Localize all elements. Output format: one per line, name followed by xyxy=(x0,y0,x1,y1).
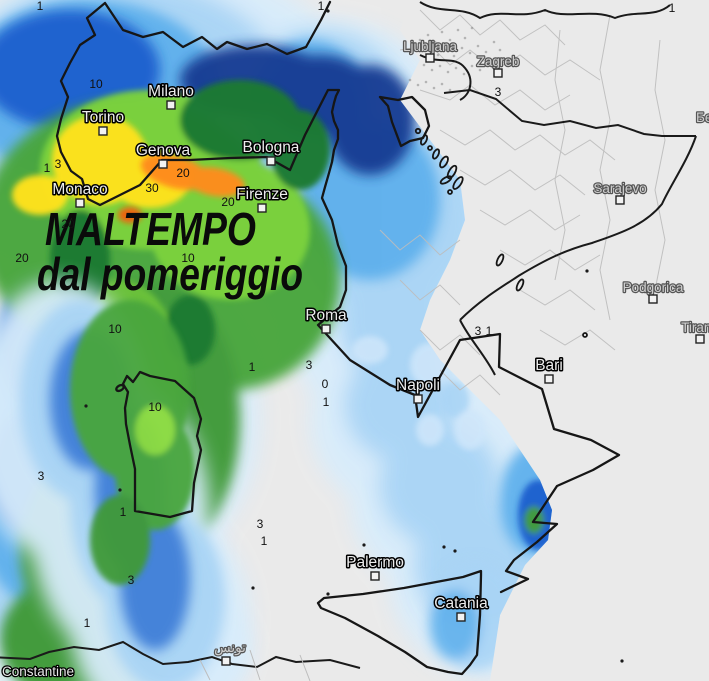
svg-text:3: 3 xyxy=(55,157,62,171)
svg-text:Sarajevo: Sarajevo xyxy=(593,181,646,196)
svg-text:Roma: Roma xyxy=(305,307,347,324)
svg-text:Бео: Бео xyxy=(696,110,709,125)
svg-text:1: 1 xyxy=(37,0,44,13)
svg-text:10: 10 xyxy=(181,251,195,265)
svg-text:20: 20 xyxy=(176,166,190,180)
svg-text:Tirane: Tirane xyxy=(681,320,709,335)
svg-text:Bari: Bari xyxy=(535,357,563,374)
svg-text:Podgorica: Podgorica xyxy=(623,280,684,295)
svg-text:Palermo: Palermo xyxy=(346,554,404,571)
svg-text:1: 1 xyxy=(261,534,268,548)
svg-text:Constantine: Constantine xyxy=(2,664,74,679)
svg-text:Torino: Torino xyxy=(82,109,124,126)
svg-text:Ljubljana: Ljubljana xyxy=(403,39,458,54)
svg-text:3: 3 xyxy=(475,324,482,338)
svg-text:1: 1 xyxy=(120,505,127,519)
svg-text:10: 10 xyxy=(108,322,122,336)
svg-text:10: 10 xyxy=(148,400,162,414)
svg-text:Zagreb: Zagreb xyxy=(477,54,520,69)
svg-text:1: 1 xyxy=(323,395,330,409)
svg-text:20: 20 xyxy=(15,251,29,265)
svg-text:30: 30 xyxy=(145,181,159,195)
svg-text:10: 10 xyxy=(89,77,103,91)
svg-text:dal pomeriggio: dal pomeriggio xyxy=(37,248,303,300)
svg-text:1: 1 xyxy=(84,616,91,630)
svg-text:3: 3 xyxy=(306,358,313,372)
svg-text:Catania: Catania xyxy=(434,595,488,612)
svg-text:0: 0 xyxy=(322,377,329,391)
svg-text:3: 3 xyxy=(257,517,264,531)
svg-text:Napoli: Napoli xyxy=(396,377,440,394)
svg-text:20: 20 xyxy=(221,195,235,209)
svg-text:1: 1 xyxy=(44,161,51,175)
svg-text:Firenze: Firenze xyxy=(236,186,288,203)
svg-text:1: 1 xyxy=(669,1,676,15)
svg-text:1: 1 xyxy=(318,0,325,13)
svg-text:Milano: Milano xyxy=(148,83,194,100)
svg-text:Bologna: Bologna xyxy=(243,139,300,156)
svg-text:1: 1 xyxy=(486,324,493,338)
svg-text:20: 20 xyxy=(61,217,75,231)
svg-text:Genova: Genova xyxy=(136,142,191,159)
svg-text:3: 3 xyxy=(495,85,502,99)
svg-text:تونس: تونس xyxy=(214,640,246,656)
svg-text:Monaco: Monaco xyxy=(52,181,107,198)
svg-text:3: 3 xyxy=(128,573,135,587)
svg-text:3: 3 xyxy=(38,469,45,483)
svg-text:1: 1 xyxy=(249,360,256,374)
